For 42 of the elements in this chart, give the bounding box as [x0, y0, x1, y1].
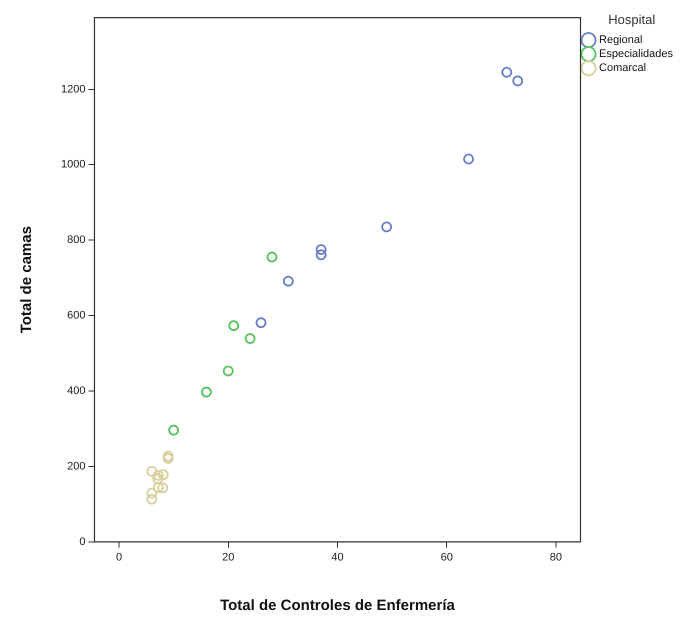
x-tick-label: 40 — [331, 551, 344, 564]
point — [316, 249, 327, 260]
y-tick-label: 800 — [67, 234, 86, 246]
point — [146, 494, 158, 505]
y-tick-label: 200 — [67, 460, 86, 472]
y-tick-label: 1000 — [60, 158, 86, 171]
x-axis-title: Total de Controles de Enfermería — [220, 597, 456, 614]
y-tick-label: 600 — [67, 310, 86, 322]
point — [228, 320, 240, 332]
x-tick-label: 60 — [440, 551, 453, 564]
point — [256, 317, 266, 328]
legend-label: Especialidades — [599, 48, 674, 60]
point — [152, 482, 164, 493]
point — [381, 222, 392, 232]
point — [512, 76, 524, 86]
legend-label: Comarcal — [599, 62, 646, 74]
point — [162, 450, 174, 462]
y-tick-label: 400 — [67, 384, 86, 397]
y-tick-label: 0 — [79, 536, 86, 548]
x-tick-label: 0 — [116, 551, 122, 564]
point — [463, 154, 474, 164]
point — [266, 252, 278, 262]
point — [201, 386, 212, 398]
y-axis-title: Total de camas — [18, 226, 36, 334]
x-tick-label: 20 — [222, 551, 234, 564]
legend-label: Regional — [599, 34, 642, 46]
point — [158, 469, 169, 480]
y-tick-label: 1200 — [60, 83, 86, 96]
point — [244, 333, 256, 344]
point — [501, 66, 512, 78]
point — [146, 488, 158, 499]
point — [222, 366, 234, 376]
point — [152, 473, 164, 484]
x-tick-label: 80 — [550, 551, 562, 564]
point — [282, 276, 294, 287]
point — [157, 482, 168, 494]
point — [162, 453, 174, 464]
point — [168, 424, 180, 436]
point — [152, 470, 164, 481]
legend-title: Hospital — [608, 12, 656, 28]
point — [316, 244, 327, 255]
point — [146, 466, 158, 477]
